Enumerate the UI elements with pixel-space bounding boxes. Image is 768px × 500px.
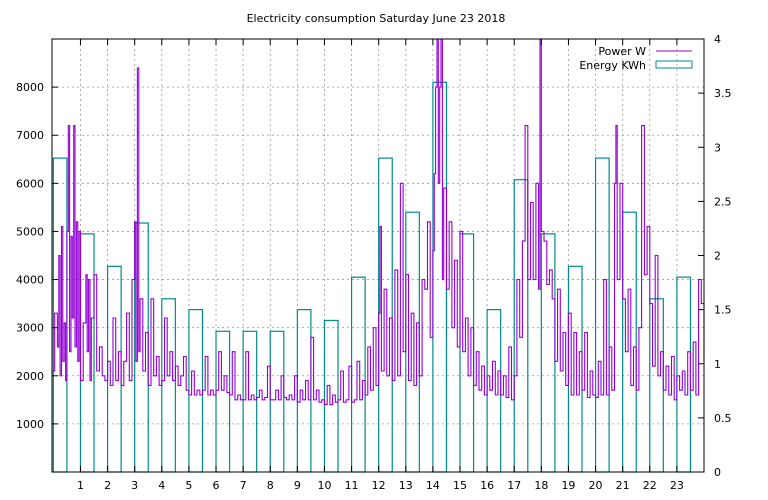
x-tick-label: 17 [507,479,521,492]
x-tick-label: 11 [345,479,359,492]
y2-tick-label: 1.5 [714,304,732,317]
x-tick-label: 2 [104,479,111,492]
x-tick-label: 19 [561,479,575,492]
y2-tick-label: 3.5 [714,87,732,100]
x-tick-label: 20 [589,479,603,492]
x-tick-label: 8 [267,479,274,492]
x-tick-label: 7 [240,479,247,492]
y-tick-label: 3000 [16,322,44,335]
x-tick-label: 16 [480,479,494,492]
legend-swatch-energy [655,60,693,69]
x-tick-label: 13 [399,479,413,492]
x-tick-label: 22 [643,479,657,492]
y-tick-label: 2000 [16,370,44,383]
y2-tick-label: 0 [714,466,721,479]
y2-tick-label: 2.5 [714,195,732,208]
x-tick-label: 21 [616,479,630,492]
y-tick-label: 6000 [16,177,44,190]
y2-tick-label: 4 [714,33,721,46]
x-tick-label: 18 [534,479,548,492]
legend: Power W Energy KWh [579,45,693,72]
y-tick-label: 8000 [16,81,44,94]
x-tick-label: 3 [131,479,138,492]
y-tick-label: 4000 [16,274,44,287]
x-tick-label: 14 [426,479,440,492]
x-tick-label: 10 [317,479,331,492]
x-tick-label: 4 [158,479,165,492]
y2-tick-label: 1 [714,358,721,371]
legend-label-energy: Energy KWh [579,59,646,72]
x-tick-label: 1 [77,479,84,492]
y-tick-label: 5000 [16,225,44,238]
y2-tick-label: 2 [714,250,721,263]
y2-tick-label: 0.5 [714,412,732,425]
power-series [52,38,705,406]
x-tick-label: 23 [670,479,684,492]
x-tick-label: 5 [185,479,192,492]
x-tick-label: 12 [372,479,386,492]
chart-title: Electricity consumption Saturday June 23… [247,12,506,25]
legend-label-power: Power W [598,45,646,58]
axis-ticks: 1 2 3 4 5 6 7 8 9 10 11 12 13 14 15 16 17 18 19 20 21 22 23100… [16,33,732,492]
x-tick-label: 9 [294,479,301,492]
x-tick-label: 15 [453,479,467,492]
y-tick-label: 7000 [16,129,44,142]
power-line [52,38,705,406]
x-tick-label: 6 [213,479,220,492]
y-tick-label: 1000 [16,418,44,431]
y2-tick-label: 3 [714,141,721,154]
